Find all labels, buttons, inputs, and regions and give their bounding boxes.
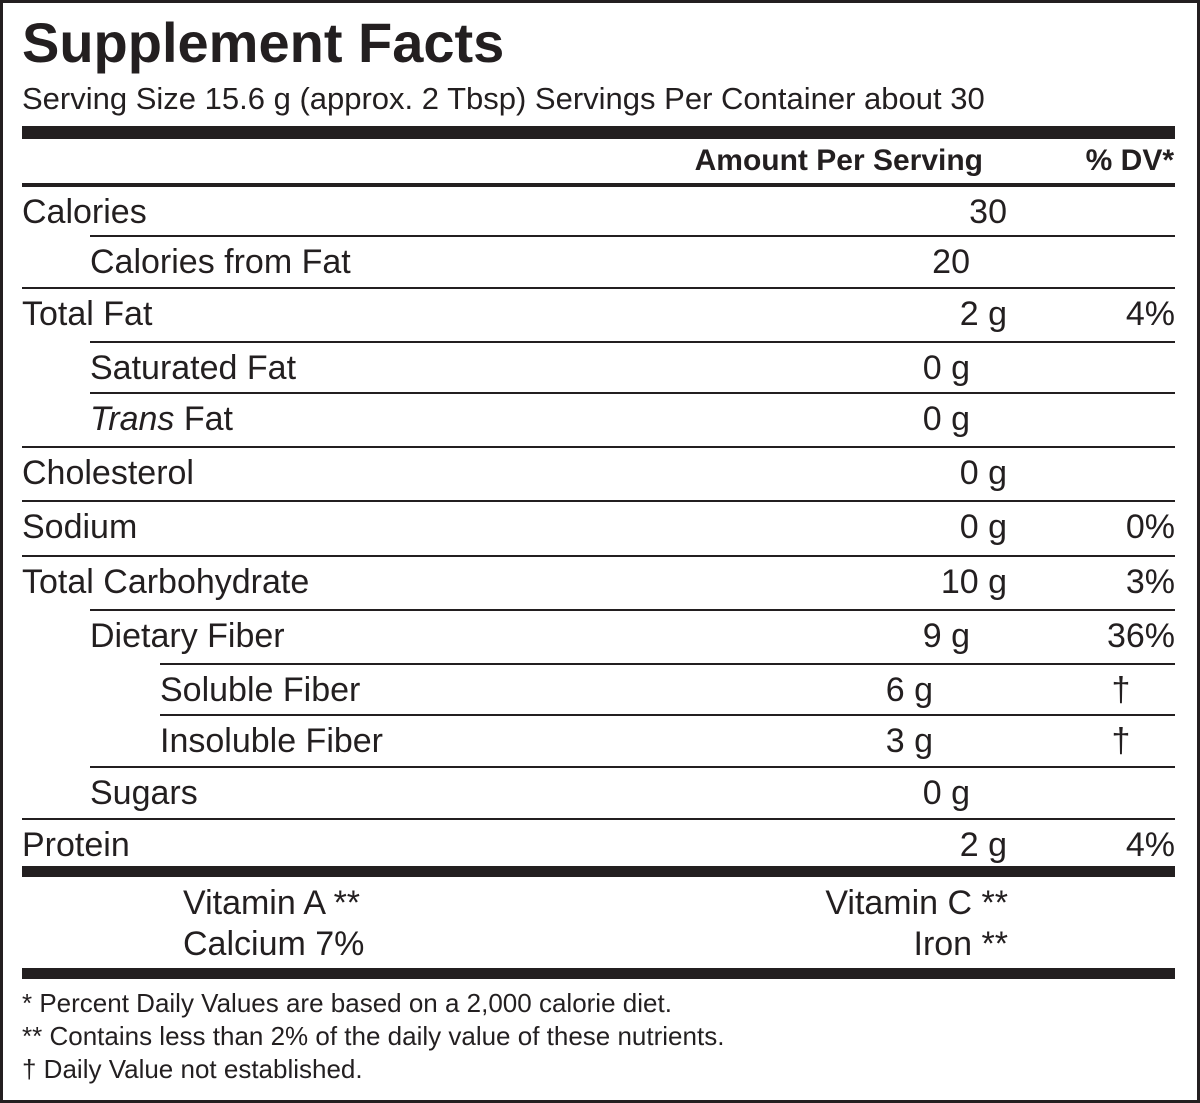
nutrient-row: Protein 2 g 4% bbox=[22, 818, 1175, 866]
nutrient-row: Saturated Fat 0 g bbox=[90, 341, 1175, 392]
nutrient-name: Cholesterol bbox=[22, 454, 194, 492]
daily-value: † bbox=[1111, 722, 1131, 760]
nutrient-row: Calories from Fat 20 bbox=[90, 235, 1175, 287]
vitamin: Calcium 7% bbox=[183, 925, 365, 963]
amount: 30 bbox=[969, 193, 1007, 231]
footnote: † Daily Value not established. bbox=[22, 1054, 363, 1084]
thick-rule bbox=[22, 126, 1175, 139]
footnote: * Percent Daily Values are based on a 2,… bbox=[22, 988, 672, 1018]
nutrient-name: Soluble Fiber bbox=[160, 671, 361, 709]
nutrient-row: Total Carbohydrate 10 g 3% bbox=[22, 555, 1175, 609]
daily-value: 4% bbox=[1125, 295, 1175, 333]
column-header: % DV* bbox=[1085, 144, 1174, 177]
amount: 10 g bbox=[940, 563, 1007, 601]
amount: 0 g bbox=[959, 454, 1007, 492]
amount: 9 g bbox=[922, 617, 970, 655]
vitamin: Vitamin C ** bbox=[825, 884, 1008, 922]
nutrient-name: Calories from Fat bbox=[90, 243, 351, 281]
nutrient-row: Sugars 0 g bbox=[90, 766, 1175, 818]
thick-rule bbox=[22, 968, 1175, 979]
nutrient-name: Total Carbohydrate bbox=[22, 563, 310, 601]
amount: 2 g bbox=[959, 295, 1007, 333]
daily-value: † bbox=[1111, 671, 1131, 709]
nutrient-row: Total Fat 2 g 4% bbox=[22, 287, 1175, 341]
nutrient-name: Saturated Fat bbox=[90, 349, 297, 387]
nutrient-name: Insoluble Fiber bbox=[160, 722, 384, 760]
title: Supplement Facts bbox=[22, 11, 505, 74]
nutrient-row: Insoluble Fiber 3 g † bbox=[160, 714, 1175, 766]
amount: 0 g bbox=[922, 349, 970, 387]
vitamin: Vitamin A ** bbox=[183, 884, 361, 922]
nutrient-row: Dietary Fiber 9 g 36% bbox=[90, 609, 1175, 663]
amount: 6 g bbox=[885, 671, 933, 709]
nutrient-name-italic: Trans bbox=[90, 400, 175, 438]
daily-value: 0% bbox=[1125, 508, 1175, 546]
nutrient-name: Sodium bbox=[22, 508, 138, 546]
amount: 0 g bbox=[922, 400, 970, 438]
vitamin: Iron ** bbox=[913, 925, 1009, 963]
nutrient-row: Trans Fat 0 g bbox=[90, 392, 1175, 446]
amount: 0 g bbox=[922, 774, 970, 812]
nutrient-name: Dietary Fiber bbox=[90, 617, 285, 655]
nutrient-row: Sodium 0 g 0% bbox=[22, 500, 1175, 555]
nutrient-row: Calories 30 bbox=[22, 185, 1175, 235]
nutrient-name: Calories bbox=[22, 193, 147, 231]
amount: 3 g bbox=[885, 722, 933, 760]
footnote: ** Contains less than 2% of the daily va… bbox=[22, 1021, 725, 1051]
nutrient-row: Soluble Fiber 6 g † bbox=[160, 663, 1175, 714]
column-header: Amount Per Serving bbox=[694, 144, 983, 177]
amount: 20 bbox=[932, 243, 970, 281]
nutrient-name: Trans Fat bbox=[90, 400, 233, 439]
daily-value: 4% bbox=[1125, 826, 1175, 864]
serving-info: Serving Size 15.6 g (approx. 2 Tbsp) Ser… bbox=[22, 81, 985, 116]
nutrient-name: Total Fat bbox=[22, 295, 153, 333]
thick-rule bbox=[22, 866, 1175, 877]
daily-value: 3% bbox=[1125, 563, 1175, 601]
nutrient-name: Protein bbox=[22, 826, 130, 864]
nutrient-row: Cholesterol 0 g bbox=[22, 446, 1175, 500]
nutrient-name: Sugars bbox=[90, 774, 198, 812]
amount: 2 g bbox=[959, 826, 1007, 864]
daily-value: 36% bbox=[1106, 617, 1175, 655]
rule bbox=[22, 183, 1175, 187]
amount: 0 g bbox=[959, 508, 1007, 546]
nutrient-name-rest: Fat bbox=[183, 400, 233, 438]
